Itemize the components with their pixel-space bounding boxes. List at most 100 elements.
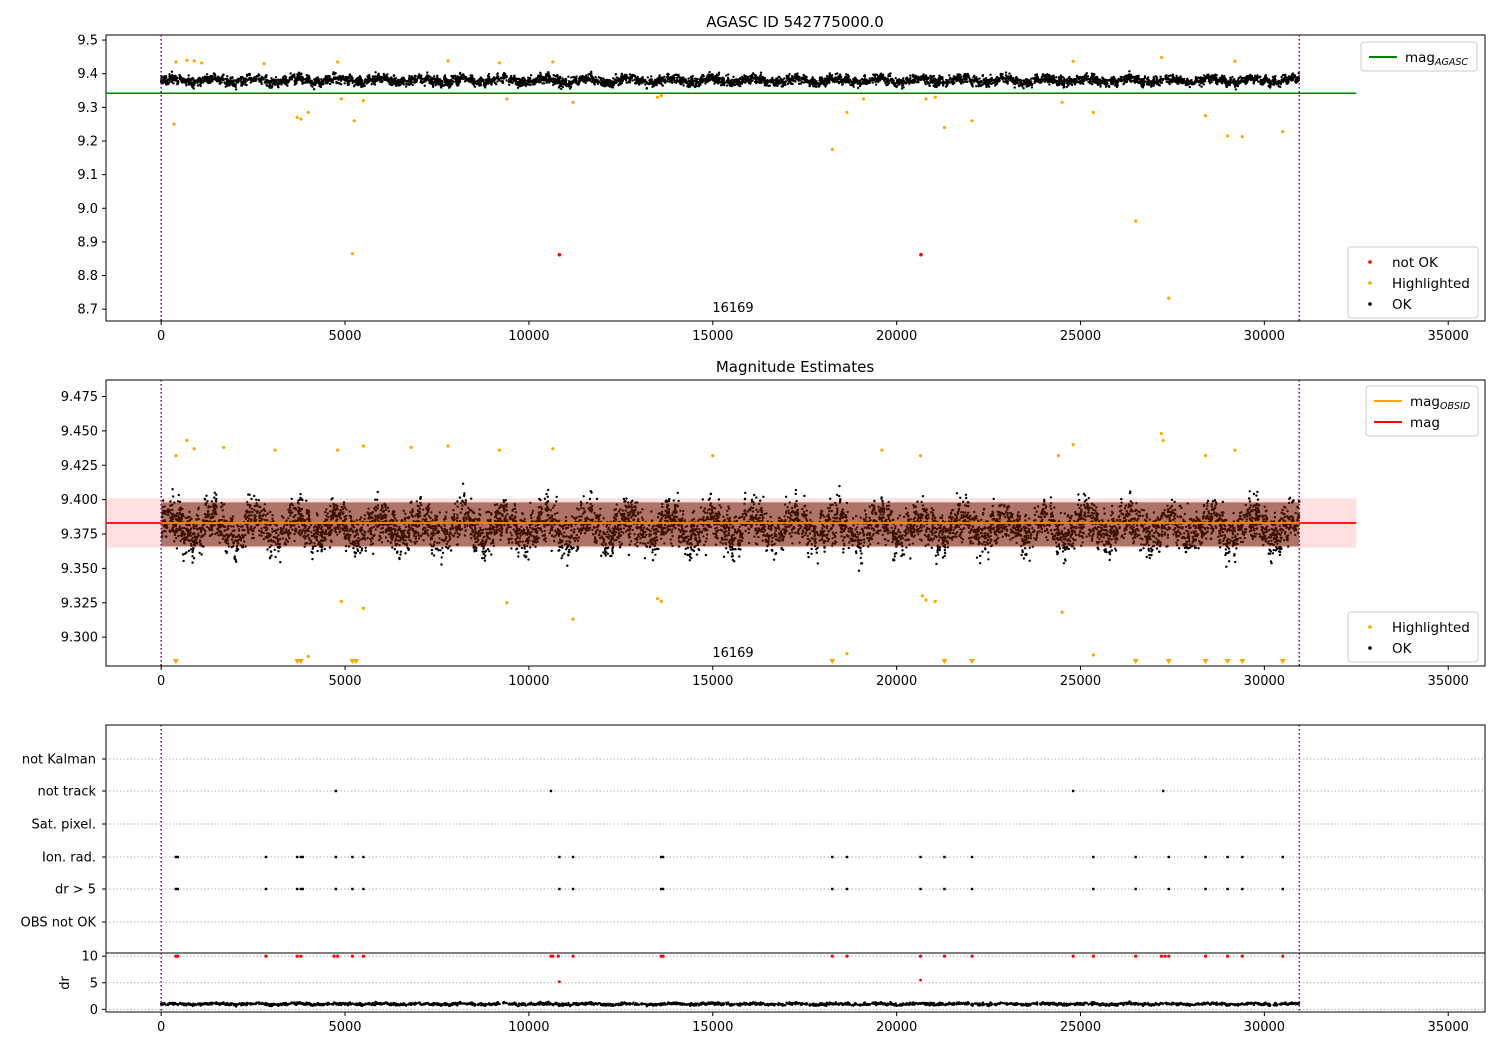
data-point-ok: [601, 84, 604, 87]
data-point-ok: [628, 73, 632, 76]
data-point-ok: [494, 81, 497, 85]
data-point-ok: [472, 81, 475, 85]
data-point-ok: [202, 79, 205, 83]
data-point-ok: [503, 72, 507, 76]
data-point-ok: [1099, 85, 1102, 88]
data-point-ok: [1262, 77, 1266, 80]
data-point-ok: [1198, 80, 1202, 83]
data-point-ok: [849, 80, 852, 83]
data-point-ok: [1156, 81, 1159, 85]
data-point-ok: [464, 75, 468, 79]
data-point-ok: [1202, 83, 1206, 86]
data-point-ok: [501, 76, 504, 79]
data-point-ok: [356, 82, 359, 85]
data-point-ok: [1231, 75, 1234, 79]
data-point-ok: [1107, 79, 1110, 82]
data-point-ok: [164, 75, 168, 78]
data-point-ok: [1055, 76, 1058, 79]
data-point-ok: [702, 75, 705, 78]
data-point-ok: [254, 79, 258, 82]
data-point-ok: [788, 77, 791, 80]
data-point-ok: [902, 83, 905, 87]
data-point-ok: [1096, 77, 1099, 80]
data-point-ok: [732, 75, 735, 79]
data-point-ok: [1014, 77, 1018, 80]
data-point-ok: [328, 82, 332, 86]
data-point-ok: [1168, 82, 1171, 86]
data-point-ok: [917, 81, 920, 84]
data-point-ok: [980, 81, 983, 84]
data-point-ok: [484, 78, 488, 82]
data-point-ok: [681, 81, 684, 84]
data-point-ok: [276, 84, 279, 87]
data-point-ok: [953, 75, 957, 79]
data-point-ok: [449, 83, 452, 86]
data-point-ok: [1112, 75, 1115, 79]
data-point-ok: [270, 77, 273, 80]
data-point-ok: [1257, 80, 1260, 83]
data-point-ok: [1287, 76, 1291, 79]
data-point-ok: [1070, 83, 1074, 87]
data-point-ok: [475, 82, 478, 85]
data-point-ok: [199, 84, 202, 88]
data-point-ok: [874, 83, 878, 86]
data-point-ok: [1150, 85, 1153, 88]
data-point-ok: [264, 74, 268, 77]
data-point-ok: [982, 78, 986, 81]
data-point-ok: [315, 78, 318, 81]
data-point-ok: [561, 79, 565, 83]
data-point-ok: [1194, 76, 1198, 79]
data-point-ok: [551, 77, 555, 80]
data-point-ok: [839, 75, 842, 79]
data-point-ok: [1269, 82, 1272, 85]
data-point-ok: [343, 82, 346, 85]
data-point-ok: [391, 82, 394, 86]
data-point-ok: [676, 80, 680, 83]
data-point-ok: [370, 83, 373, 86]
data-point-ok: [612, 82, 616, 86]
data-point-ok: [691, 77, 694, 80]
data-point-ok: [311, 85, 314, 89]
data-point-ok: [466, 77, 469, 81]
data-point-ok: [934, 82, 937, 85]
data-point-ok: [868, 81, 871, 84]
data-point-ok: [388, 81, 391, 84]
data-point-ok: [859, 82, 862, 85]
data-point-ok: [977, 80, 980, 84]
data-point-ok: [233, 83, 237, 86]
data-point-ok: [1104, 78, 1107, 82]
data-point-ok: [715, 77, 718, 80]
data-point-ok: [1229, 78, 1232, 81]
data-point-ok: [1145, 82, 1149, 86]
data-point-ok: [894, 77, 897, 80]
data-point-ok: [409, 80, 412, 83]
data-point-ok: [1190, 83, 1194, 86]
data-point-ok: [978, 77, 981, 80]
data-point-ok: [908, 82, 911, 86]
data-point-ok: [170, 70, 174, 73]
data-point-ok: [486, 74, 490, 78]
data-point-ok: [1067, 80, 1070, 84]
data-point-ok: [1179, 77, 1182, 80]
data-point-ok: [768, 84, 771, 87]
data-point-ok: [759, 75, 762, 78]
data-point-ok: [190, 78, 194, 81]
data-point-ok: [1019, 78, 1022, 82]
data-point-ok: [715, 80, 718, 84]
data-point-ok: [184, 79, 187, 82]
data-point-ok: [413, 80, 417, 84]
data-point-ok: [724, 81, 727, 84]
data-point-ok: [579, 77, 582, 80]
data-point-ok: [1082, 77, 1086, 81]
data-point-ok: [277, 78, 280, 82]
data-point-ok: [852, 85, 855, 88]
data-point-ok: [725, 74, 728, 77]
data-point-ok: [529, 80, 533, 84]
data-point-ok: [1025, 85, 1028, 88]
data-point-ok: [186, 79, 189, 82]
data-point-ok: [1281, 73, 1285, 77]
data-point-ok: [382, 72, 385, 76]
data-point-ok: [446, 78, 449, 82]
data-point-ok: [955, 75, 959, 79]
data-point-ok: [456, 80, 460, 83]
